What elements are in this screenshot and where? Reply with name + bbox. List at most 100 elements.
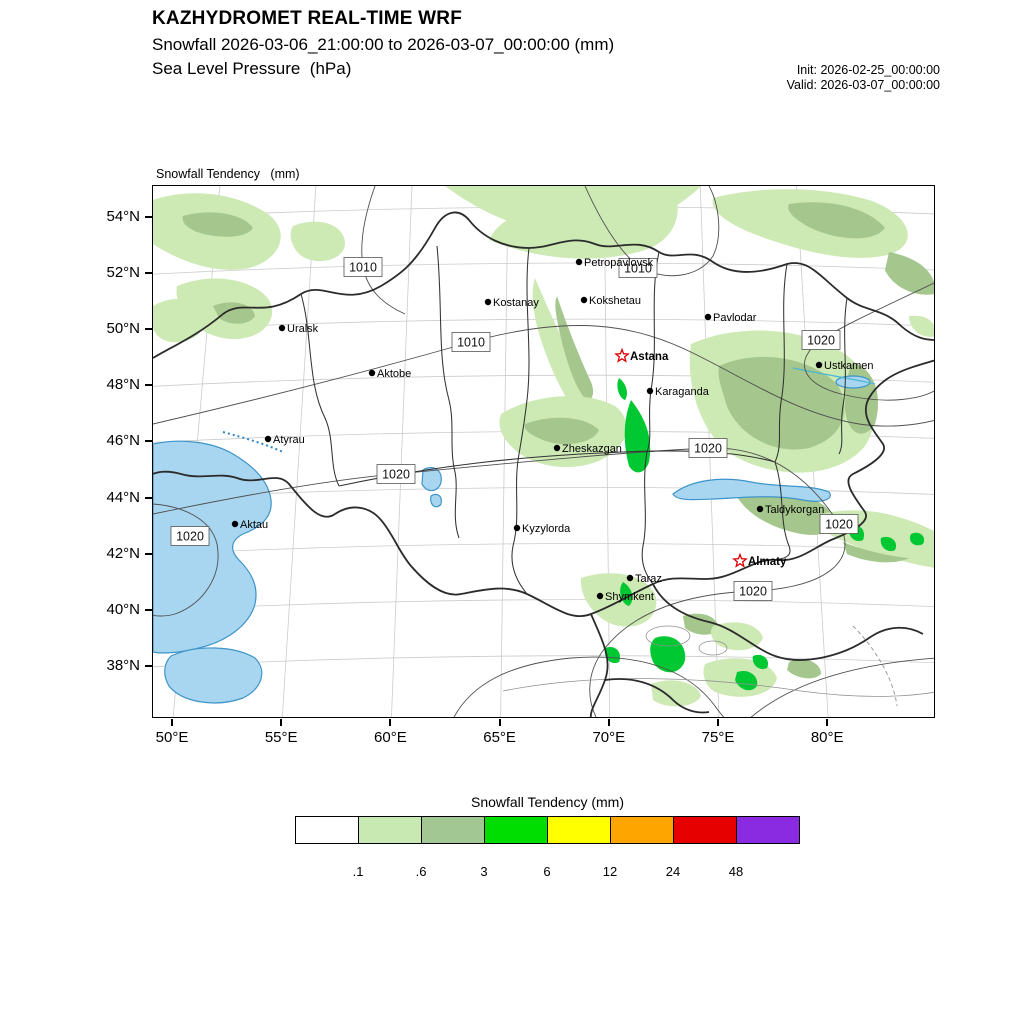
city-dot-icon-taraz [626,574,634,582]
lat-tick-label: 46°N [106,432,140,450]
pressure-value-label: 1020 [176,530,204,544]
city-label-petropavlovsk: Petropavlovsk [584,257,654,269]
oblast-border [436,245,460,539]
snowfall-patch [752,654,769,670]
snowfall-patch [290,221,346,262]
lon-tick-label: 55°E [264,729,298,746]
colorbar-cell-0 [295,816,359,844]
pressure-value-label: 1010 [624,262,652,276]
colorbar-tick-label: .1 [352,864,364,879]
lat-tick-label: 52°N [106,264,140,282]
lat-tick-mark [145,664,152,667]
city-label-aktau: Aktau [240,519,268,531]
snowfall-patch [604,646,621,664]
lat-tick-label: 44°N [106,488,140,506]
snowfall-patch [718,356,845,450]
oblast-border [774,461,791,561]
colorbar-cell-2 [421,816,485,844]
snowfall-patch [787,659,821,679]
terrain-contour [502,678,934,697]
snowfall-patch [555,296,594,400]
city-dot-icon-petropavlovsk [575,258,583,266]
pressure-contour-1020 [804,282,934,401]
pressure-value-label: 1020 [825,518,853,532]
uzbekistan-border [589,613,609,717]
pressure-label-box [618,258,658,278]
snowfall-layer [153,186,934,707]
graticule-meridian [500,186,509,717]
city-dot-icon-karaganda [646,387,654,395]
map-frame: 1010 1010 1010 1020 1020 1020 1020 1020 1020 Pet… [152,185,935,718]
snowfall-patch [624,400,651,473]
snowfall-patch [651,680,701,707]
snowfall-patch [885,252,934,295]
city-label-kokshetau: Kokshetau [589,295,641,307]
lat-tick-label: 38°N [106,656,140,674]
lon-tick-label: 80°E [810,729,844,746]
pressure-label-box [170,526,210,546]
graticule-meridian [391,186,413,717]
colorbar-tick-label: 24 [665,864,681,879]
lat-tick-mark [145,496,152,499]
subtitle-pressure: Sea Level Pressure (hPa) [152,59,352,78]
colorbar-cell-3 [484,816,548,844]
city-dot-icon-aktau [231,520,239,528]
pressure-value-label: 1020 [739,585,767,599]
pressure-value-label: 1010 [457,336,485,350]
aral-sea [421,467,442,492]
city-label-aktobe: Aktobe [377,368,411,380]
city-dot-icon-aktobe [368,369,376,377]
init-time: Init: 2026-02-25_00:00:00 [796,63,940,77]
legend-snowfall-line: Snowfall Tendency (mm) [156,167,300,181]
snowfall-patch [153,299,206,343]
city-dot-icon-uralsk [278,324,286,332]
lon-tick-mark [389,719,392,726]
pressure-contour [750,657,934,717]
lake-balkhash [672,478,831,502]
pressure-value-label: 1010 [349,261,377,275]
caspian-sea-south [164,647,263,704]
pressure-contour-1020-caspian [153,503,219,617]
city-label-ustkamen: Ustkamen [824,360,874,372]
city-dot-icon-taldykorgan [756,505,764,513]
terrain-contour-island [698,640,728,656]
snowfall-patch [909,532,925,546]
pressure-value-label: 1020 [807,334,835,348]
lon-tick-mark [498,719,501,726]
lat-tick-label: 50°N [106,320,140,338]
oblast-border [511,453,528,595]
snowfall-patch [182,212,253,237]
caspian-north-coast [222,431,284,453]
city-label-zheskazgan: Zheskazgan [562,443,622,455]
dashed-boundary [852,625,898,707]
snowfall-patch [880,536,897,552]
lat-tick-mark [145,440,152,443]
lat-tick-mark [145,384,152,387]
city-dot-icon-kokshetau [580,296,588,304]
city-label-kyzylorda: Kyzylorda [522,523,571,535]
pressure-contour-1010 [153,325,934,427]
aral-sea-south [430,493,442,508]
colorbar-tick-row: .1 .6 3 6 12 24 48 [295,864,800,882]
pressure-value-label: 1020 [694,442,722,456]
graticule-parallel [153,262,934,275]
run-info: Init: 2026-02-25_00:00:00 Valid: 2026-03… [787,63,940,93]
graticule-parallel [153,655,934,668]
lon-tick-mark [717,719,719,726]
oblast-border [300,293,340,487]
lon-tick-label: 50°E [155,729,189,746]
city-star-icon-astana [614,347,630,363]
tajikistan-border [604,678,710,714]
pressure-label-box [688,438,728,458]
valid-time: Valid: 2026-03-07_00:00:00 [786,78,940,92]
snowfall-patch [683,613,719,635]
lat-tick-label: 40°N [106,600,140,618]
colorbar-cell-5 [610,816,674,844]
pressure-label-box [733,581,773,601]
irtysh-river [792,367,876,385]
lat-tick-mark [145,552,152,555]
city-dot-icon-kyzylorda [513,524,521,532]
lat-tick-mark [145,272,152,275]
pressure-contour-1010 [584,186,720,277]
lon-tick-label: 60°E [374,729,407,746]
